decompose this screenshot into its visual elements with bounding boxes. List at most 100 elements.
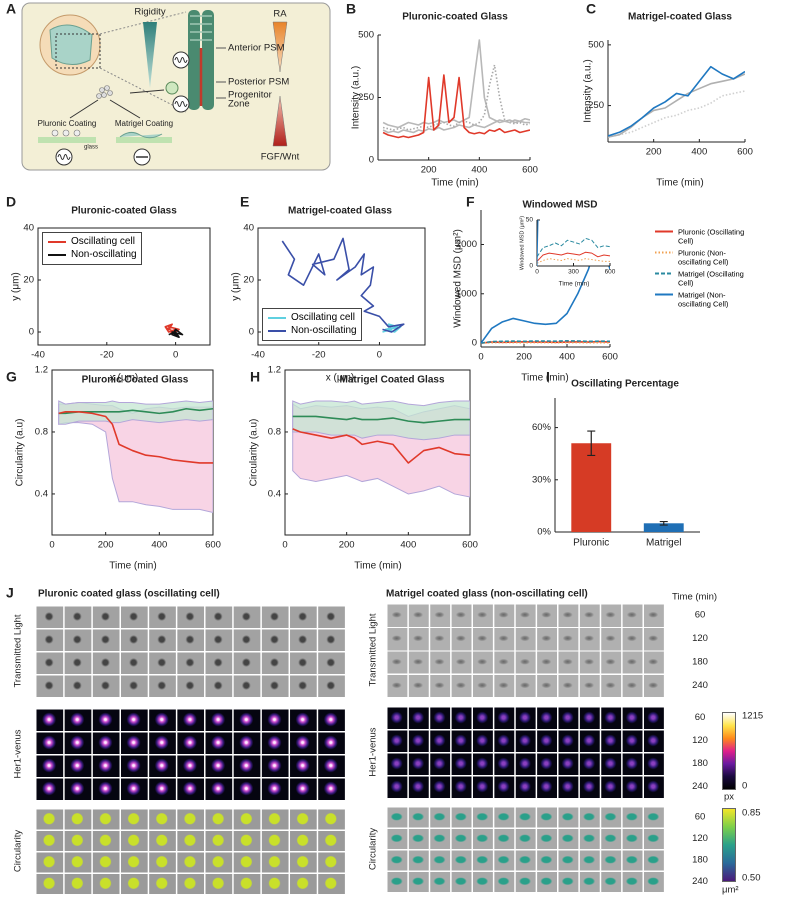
legend-label: Oscillating cell [291, 312, 355, 323]
y-tick-label: 30% [532, 474, 552, 485]
chart: 0% 30% 60% Oscillating Percentage I Pluronic M… [532, 369, 700, 549]
y-tick-label: 0% [537, 527, 551, 538]
x-axis-label: x (μm) [326, 373, 355, 384]
matrigel-glass [116, 137, 172, 143]
colorbar [722, 808, 736, 882]
chart: 0 50 0 300 600 Time (min) Windowed MSD (μm²) [519, 216, 616, 288]
x-tick-label: 0 [478, 352, 483, 363]
y-tick-label: 40 [23, 223, 34, 234]
row-label: Her1-venus [13, 729, 24, 778]
line [382, 117, 530, 134]
line [168, 328, 184, 338]
legend-entry: Pluronic (Non-oscillating Cell) [654, 248, 752, 266]
chart-title: Pluronic-coated Glass [71, 206, 177, 217]
y-tick-label: 0.4 [268, 488, 281, 499]
y-tick-label: 0.8 [35, 426, 48, 437]
grid-title: Matrigel coated glass (non-oscillating c… [386, 589, 588, 600]
plot-frame [37, 227, 211, 346]
x-tick-label: 200 [98, 540, 114, 551]
legend-swatch [268, 317, 286, 319]
zoom-line [99, 67, 187, 113]
image-grid [35, 708, 345, 800]
cells [96, 85, 113, 99]
chart: 0 1000 2000 0 200 400 600 Windowed MSD F Time (mi… [453, 194, 618, 384]
error-bar [587, 430, 596, 457]
embryo-tail [49, 24, 93, 65]
x-axis-label: Time (min) [656, 178, 703, 189]
chart-title: Pluronic Coated Glass [82, 375, 189, 386]
panel-label: D [6, 194, 16, 210]
time-label: 240 [692, 781, 708, 792]
x-axis-label: Time (min) [559, 281, 590, 288]
y-tick-label: 20 [23, 275, 34, 286]
chart-title: Oscillating Percentage [571, 379, 679, 390]
chart: 0 20 40 -40 -20 0 Pluronic-coated Glass Dx (μm)… [6, 194, 211, 384]
colorbar-label: 1215 [742, 711, 763, 722]
legend-swatch [268, 330, 286, 332]
legend-swatch [655, 251, 673, 253]
time-label: 120 [692, 633, 708, 644]
y-tick-label: 0 [529, 263, 533, 270]
y-tick-label: 500 [588, 39, 604, 50]
time-label: 60 [695, 712, 706, 723]
fgf-gradient [272, 95, 288, 147]
x-tick-label: 200 [516, 352, 532, 363]
y-axis-label: Circularity (a.u) [249, 419, 260, 487]
psm [202, 10, 214, 110]
y-tick-label: 0.4 [35, 488, 48, 499]
y-axis-label: Windowed MSD (μm²) [453, 229, 464, 328]
chart-title: Pluronic-coated Glass [402, 12, 508, 23]
image-grid [386, 806, 664, 892]
y-axis-label: y (μm) [231, 272, 242, 301]
diagram-label: Zone [228, 99, 250, 110]
line [481, 233, 610, 344]
diagram-label: Matrigel Coating [115, 119, 173, 128]
y-tick-label: 0 [472, 338, 477, 349]
wave [57, 154, 71, 160]
legend-swatch [48, 254, 66, 256]
line [382, 74, 530, 139]
chart: 0 250 500 200 400 600 Pluronic-coated Glass B Ti… [346, 1, 538, 189]
x-tick-label: 0 [173, 350, 178, 361]
legend-label: Oscillating cell [71, 236, 135, 247]
y-tick-label: 0 [369, 155, 374, 166]
y-axis-label: Intensity (a.u.) [583, 59, 594, 122]
bar [643, 523, 684, 532]
diagram-label: Rigidity [134, 7, 165, 18]
line [608, 65, 745, 137]
line [292, 428, 470, 464]
chart: 0.4 0.8 1.2 0 200 400 600 Matrigel Coated Glass… [249, 365, 478, 572]
chart-title: Matrigel-coated Glass [288, 206, 392, 217]
line [608, 90, 745, 138]
panel-label: E [240, 194, 249, 210]
x-axis-label: x (μm) [110, 373, 139, 384]
legend: Pluronic (Oscillating Cell) Pluronic (Non… [650, 224, 756, 313]
x-axis-label: Time (min) [431, 178, 478, 189]
x-tick-label: Matrigel [646, 538, 682, 549]
zoom-box [55, 33, 101, 69]
chart: 250 500 200 400 600 Matrigel-coated Glass C Tim… [583, 1, 753, 189]
diagram-label: Posterior PSM [228, 77, 289, 88]
x-tick-label: 600 [605, 269, 616, 276]
x-tick-label: 0 [282, 540, 287, 551]
x-tick-label: -20 [100, 350, 114, 361]
diagram-label: FGF/Wnt [261, 152, 300, 163]
inset-bg [537, 220, 610, 266]
legend-swatch [655, 230, 673, 232]
x-tick-label: 300 [568, 269, 579, 276]
image-grid [35, 808, 345, 894]
colorbar-label: 0.50 [742, 873, 761, 884]
y-axis-label: y (μm) [11, 272, 22, 301]
time-label: 180 [692, 758, 708, 769]
line [537, 237, 610, 258]
x-tick-label: 600 [462, 540, 478, 551]
error-bar [659, 520, 668, 526]
x-tick-label: 0 [377, 350, 382, 361]
legend-label: Matrigel (Oscillating Cell) [678, 269, 744, 287]
time-label: 60 [695, 609, 706, 620]
x-axis-label: Time (min) [109, 561, 156, 572]
legend-swatch [48, 241, 66, 243]
legend-label: Pluronic (Oscillating Cell) [678, 227, 745, 245]
